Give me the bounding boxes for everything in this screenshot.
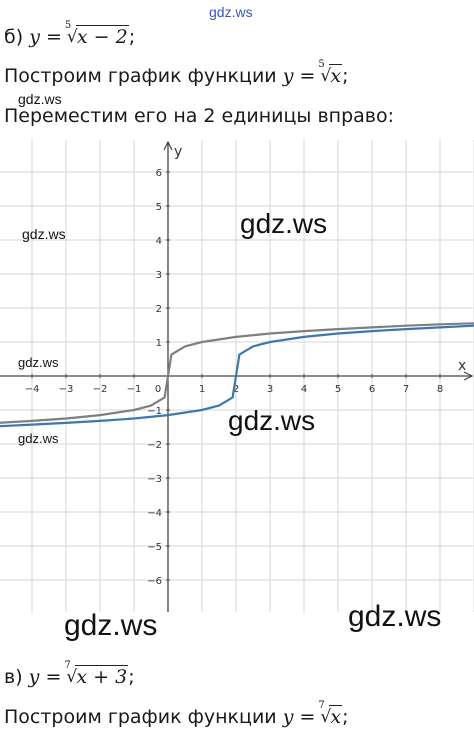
- step2-line: Переместим его на 2 единицы вправо:: [4, 105, 394, 127]
- y-tick-label: −4: [147, 508, 162, 519]
- step1-lhs: y =: [282, 65, 316, 87]
- y-tick-label: −5: [147, 542, 162, 553]
- y-tick-label: 2: [156, 304, 162, 315]
- watermark: gdz.ws: [18, 431, 59, 446]
- series-line-original: [0, 322, 474, 424]
- task-v-lhs: y =: [28, 666, 62, 688]
- step3-line: Построим график функции y = 7 √ x;: [4, 700, 349, 728]
- step3-root-index: 7: [318, 700, 325, 711]
- y-tick-label: 3: [156, 270, 162, 281]
- x-tick-label: 8: [437, 384, 443, 395]
- x-axis-arrow-icon: [463, 371, 474, 381]
- y-axis-label: y: [174, 144, 182, 160]
- y-tick-label: 1: [156, 338, 162, 349]
- x-axis-label: x: [458, 358, 466, 374]
- step1-text: Построим график функции: [4, 65, 277, 87]
- step1-root-index: 5: [318, 59, 325, 70]
- watermark: gdz.ws: [64, 609, 158, 642]
- series-line-shifted: [0, 324, 474, 428]
- radical-sign-icon: √: [66, 27, 78, 47]
- task-b-line: б) y = 5 √ x − 2;: [4, 20, 136, 48]
- x-tick-label: 1: [199, 384, 205, 395]
- step1-radicand: x: [329, 64, 343, 87]
- step3-text: Построим график функции: [4, 706, 277, 728]
- task-v-radical: 7 √ x + 3: [63, 660, 129, 688]
- x-tick-label: 2: [233, 384, 239, 395]
- x-tick-label: 5: [335, 384, 341, 395]
- x-tick-label: 3: [267, 384, 273, 395]
- y-tick-label: −2: [147, 440, 162, 451]
- radical-sign-icon: √: [66, 667, 78, 687]
- task-v-root-index: 7: [64, 660, 71, 671]
- y-axis-arrow-icon: [163, 140, 173, 151]
- task-v-radicand: x + 3: [75, 665, 129, 688]
- x-tick-label: −4: [25, 384, 40, 395]
- watermark: gdz.ws: [22, 226, 66, 242]
- step3-lhs: y =: [282, 706, 316, 728]
- y-tick-label: 4: [156, 236, 162, 247]
- y-tick-label: −6: [147, 576, 162, 587]
- task-b-radicand: x − 2: [75, 25, 129, 48]
- watermark: gdz.ws: [18, 91, 62, 107]
- task-b-lhs: y =: [29, 26, 62, 48]
- task-b-tail: ;: [128, 26, 136, 48]
- x-tick-label: −1: [127, 384, 142, 395]
- x-tick-label: 6: [369, 384, 375, 395]
- x-tick-label: 7: [403, 384, 409, 395]
- step3-radicand: x: [329, 705, 343, 728]
- task-v-tail: ;: [128, 666, 135, 688]
- step1-radical: 5 √ x: [317, 59, 343, 87]
- x-tick-label: −3: [59, 384, 74, 395]
- task-b-root-index: 5: [64, 20, 72, 31]
- radical-sign-icon: √: [320, 707, 332, 727]
- task-b-label: б): [4, 26, 24, 48]
- task-v-line: в) y = 7 √ x + 3;: [4, 660, 135, 688]
- watermark: gdz.ws: [228, 405, 316, 436]
- step3-tail: ;: [342, 706, 349, 728]
- radical-sign-icon: √: [320, 66, 332, 86]
- x-tick-label: 0: [155, 384, 161, 395]
- x-tick-label: 4: [301, 384, 307, 395]
- function-graph: x y −4 −3 −2 −1 0 1 2 3 4 5 6 7 8 −6 −5 −4 −3 −2 −1 1 2 3 4 5 6: [0, 140, 474, 612]
- watermark: gdz.ws: [209, 4, 253, 20]
- watermark: gdz.ws: [18, 355, 59, 370]
- task-b-radical: 5 √ x − 2: [64, 20, 129, 48]
- step1-tail: ;: [342, 65, 349, 87]
- step3-radical: 7 √ x: [317, 700, 343, 728]
- step1-line: Построим график функции y = 5 √ x;: [4, 59, 349, 87]
- watermark: gdz.ws: [348, 600, 442, 633]
- step2-text: Переместим его на 2 единицы вправо:: [4, 105, 395, 127]
- y-tick-label: −1: [147, 406, 162, 417]
- y-tick-label: 5: [156, 202, 162, 213]
- x-tick-label: −2: [93, 384, 108, 395]
- watermark: gdz.ws: [240, 208, 328, 239]
- y-tick-label: −3: [147, 474, 162, 485]
- task-v-label: в): [4, 666, 23, 688]
- y-tick-label: 6: [156, 168, 162, 179]
